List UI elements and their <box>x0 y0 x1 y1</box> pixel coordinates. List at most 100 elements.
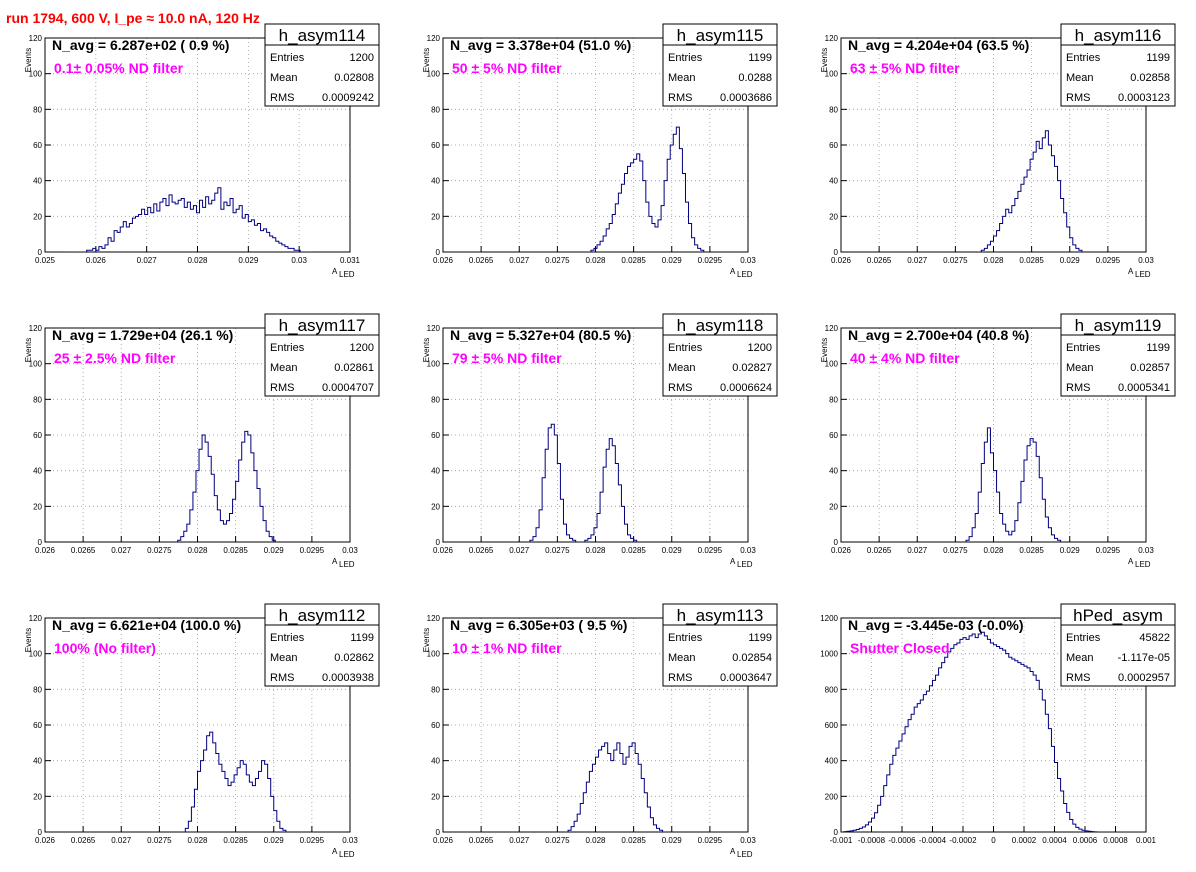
stat-value: 0.0005341 <box>1118 382 1170 394</box>
x-tick-label: 0.03 <box>291 256 307 265</box>
panel-h_asym112: 0.026 0.0265 0.027 0.0275 0.028 0.0285 0.029 0.… <box>24 603 380 859</box>
y-tick-label: 0 <box>834 538 839 547</box>
histogram-name: hPed_asym <box>1073 606 1163 625</box>
x-tick-label: 0.031 <box>340 256 361 265</box>
x-tick-label: 0.0265 <box>469 836 494 845</box>
x-tick-label: 0.0265 <box>71 546 96 555</box>
filter-label: Shutter Closed <box>850 640 950 656</box>
y-tick-label: 800 <box>825 685 839 694</box>
y-tick-label: 60 <box>33 431 42 440</box>
stat-value: 0.0009242 <box>322 92 374 104</box>
panel-hPed_asym: -0.001 -0.0008 -0.0006 -0.0004 -0.0002 0 0.000… <box>820 603 1176 845</box>
x-tick-label: 0 <box>991 836 996 845</box>
x-tick-label: 0.03 <box>740 546 756 555</box>
stat-value: -1.117e-05 <box>1118 652 1170 664</box>
x-tick-label: 0.029 <box>238 256 259 265</box>
x-axis-label: A <box>730 267 736 276</box>
stat-value: 0.02808 <box>334 72 374 84</box>
stats-box <box>264 23 380 107</box>
n-avg-label: N_avg = 2.700e+04 (40.8 %) <box>848 327 1029 343</box>
y-axis-label: Events <box>422 628 431 652</box>
y-tick-label: 40 <box>829 467 838 476</box>
y-axis-label: Events <box>422 338 431 362</box>
stat-label: RMS <box>1066 92 1090 104</box>
y-tick-label: 100 <box>427 360 441 369</box>
histogram-name: h_asym116 <box>1075 26 1162 45</box>
y-tick-label: 80 <box>431 685 440 694</box>
stat-label: Mean <box>1066 652 1094 664</box>
histogram-name: h_asym119 <box>1075 316 1162 335</box>
y-tick-label: 40 <box>33 467 42 476</box>
histogram-name: h_asym117 <box>279 316 366 335</box>
x-tick-label: 0.0275 <box>147 546 172 555</box>
x-tick-label: 0.03 <box>342 836 358 845</box>
stat-label: Entries <box>1066 52 1101 64</box>
stat-value: 0.0003938 <box>322 672 374 684</box>
stat-label: Mean <box>1066 72 1094 84</box>
y-axis-label: Events <box>24 628 33 652</box>
y-tick-label: 20 <box>431 502 440 511</box>
y-tick-label: 0 <box>38 538 43 547</box>
panel-h_asym116: 0.026 0.0265 0.027 0.0275 0.028 0.0285 0.029 0.… <box>820 23 1176 279</box>
x-axis-label: A <box>332 267 338 276</box>
y-tick-label: 60 <box>431 141 440 150</box>
y-tick-label: 60 <box>829 431 838 440</box>
y-tick-label: 100 <box>29 650 43 659</box>
x-tick-label: 0.0285 <box>1019 546 1044 555</box>
x-tick-label: 0.027 <box>509 836 530 845</box>
panel-h_asym118: 0.026 0.0265 0.027 0.0275 0.028 0.0285 0.029 0.… <box>422 313 778 569</box>
stat-value: 0.02858 <box>1130 72 1170 84</box>
x-tick-label: 0.029 <box>264 546 285 555</box>
y-tick-label: 60 <box>431 721 440 730</box>
stat-value: 0.0003647 <box>720 672 772 684</box>
y-tick-label: 120 <box>825 34 839 43</box>
y-tick-label: 80 <box>431 395 440 404</box>
y-tick-label: 120 <box>427 324 441 333</box>
x-tick-label: 0.027 <box>509 256 530 265</box>
n-avg-label: N_avg = 6.305e+03 ( 9.5 %) <box>450 617 627 633</box>
x-axis-label-sub: LED <box>1135 560 1151 569</box>
x-tick-label: 0.03 <box>342 546 358 555</box>
histogram-name: h_asym113 <box>677 606 764 625</box>
stat-label: Entries <box>1066 632 1101 644</box>
stats-box <box>264 603 380 687</box>
x-tick-label: 0.028 <box>585 256 606 265</box>
y-tick-label: 0 <box>436 538 441 547</box>
x-axis-label: A <box>1128 557 1134 566</box>
panel-h_asym119: 0.026 0.0265 0.027 0.0275 0.028 0.0285 0.029 0.… <box>820 313 1176 569</box>
stat-label: Entries <box>668 632 703 644</box>
x-tick-label: 0.0265 <box>469 546 494 555</box>
x-axis-label-sub: LED <box>339 560 355 569</box>
x-tick-label: 0.0295 <box>698 256 723 265</box>
stat-value: 1199 <box>350 632 374 644</box>
x-tick-label: 0.0285 <box>223 836 248 845</box>
x-tick-label: 0.027 <box>137 256 158 265</box>
stat-label: Entries <box>270 342 305 354</box>
x-tick-label: 0.0265 <box>71 836 96 845</box>
n-avg-label: N_avg = 6.287e+02 ( 0.9 %) <box>52 37 229 53</box>
x-tick-label: 0.028 <box>187 836 208 845</box>
x-tick-label: 0.026 <box>433 256 454 265</box>
stat-label: RMS <box>270 382 294 394</box>
stat-value: 0.0006624 <box>720 382 772 394</box>
x-tick-label: 0.026 <box>433 546 454 555</box>
stat-value: 0.02862 <box>334 652 374 664</box>
y-tick-label: 120 <box>427 34 441 43</box>
y-tick-label: 100 <box>825 70 839 79</box>
x-axis-label: A <box>1128 267 1134 276</box>
y-tick-label: 40 <box>829 177 838 186</box>
y-tick-label: 1000 <box>820 650 838 659</box>
stat-value: 0.0004707 <box>322 382 374 394</box>
x-tick-label: 0.0285 <box>1019 256 1044 265</box>
stats-box <box>1060 313 1176 397</box>
y-tick-label: 20 <box>33 502 42 511</box>
histogram-name: h_asym118 <box>677 316 764 335</box>
x-axis-label-sub: LED <box>737 560 753 569</box>
x-tick-label: 0.028 <box>187 546 208 555</box>
x-axis-label: A <box>730 847 736 856</box>
x-tick-label: 0.001 <box>1136 836 1157 845</box>
stat-label: Mean <box>668 362 696 374</box>
x-axis-label: A <box>730 557 736 566</box>
stat-label: RMS <box>1066 382 1090 394</box>
